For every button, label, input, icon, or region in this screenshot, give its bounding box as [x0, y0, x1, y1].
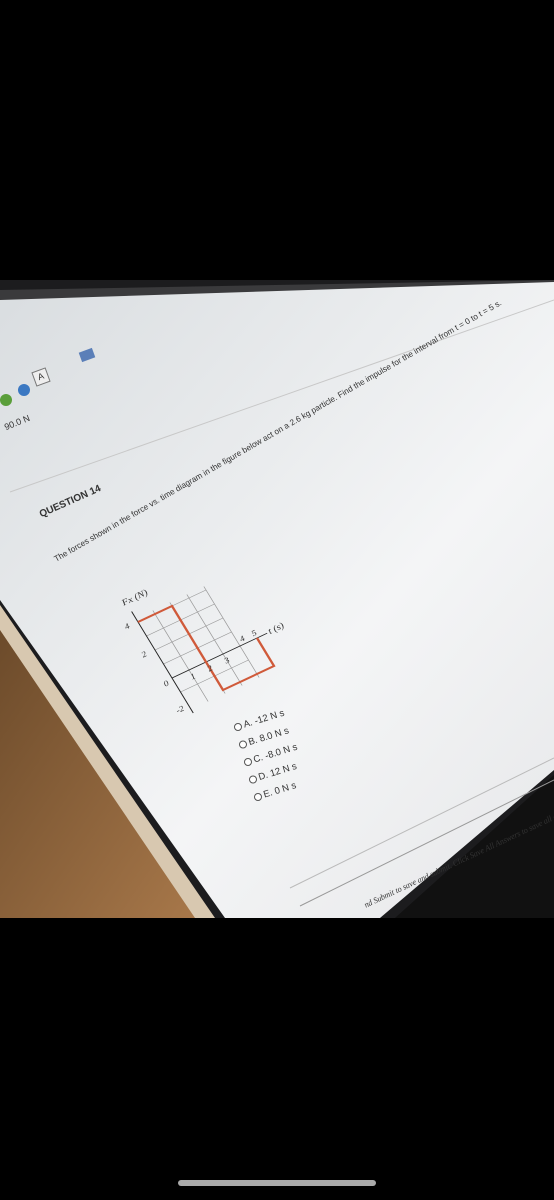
radio[interactable]	[239, 740, 247, 749]
x-tick-label: 5	[249, 628, 259, 638]
force-curve	[137, 604, 276, 692]
x-tick-label: 4	[238, 633, 248, 643]
x-tick-label: 3	[221, 655, 232, 666]
separator	[9, 299, 554, 493]
x-tick-label: 1	[188, 671, 197, 681]
separator	[289, 757, 554, 889]
bezel-edge	[0, 605, 215, 918]
radio[interactable]	[244, 758, 252, 766]
icon	[0, 394, 12, 406]
separator	[299, 779, 554, 907]
icon	[18, 384, 30, 396]
y-tick-label: -2	[174, 703, 186, 715]
home-indicator	[178, 1180, 376, 1186]
x-axis	[171, 632, 268, 679]
y-axis	[131, 611, 194, 714]
x-tick-label: 2	[205, 663, 215, 673]
icon	[31, 367, 51, 387]
y-tick-label: 4	[122, 621, 132, 631]
radio[interactable]	[249, 775, 257, 784]
radio[interactable]	[254, 793, 262, 801]
y-tick-label: 2	[139, 649, 149, 659]
screen	[0, 282, 554, 918]
radio[interactable]	[234, 723, 242, 731]
icon-label: A	[36, 371, 45, 382]
y-tick-label: 0	[161, 678, 171, 688]
bezel-bottom	[395, 775, 554, 918]
icon	[78, 347, 96, 363]
